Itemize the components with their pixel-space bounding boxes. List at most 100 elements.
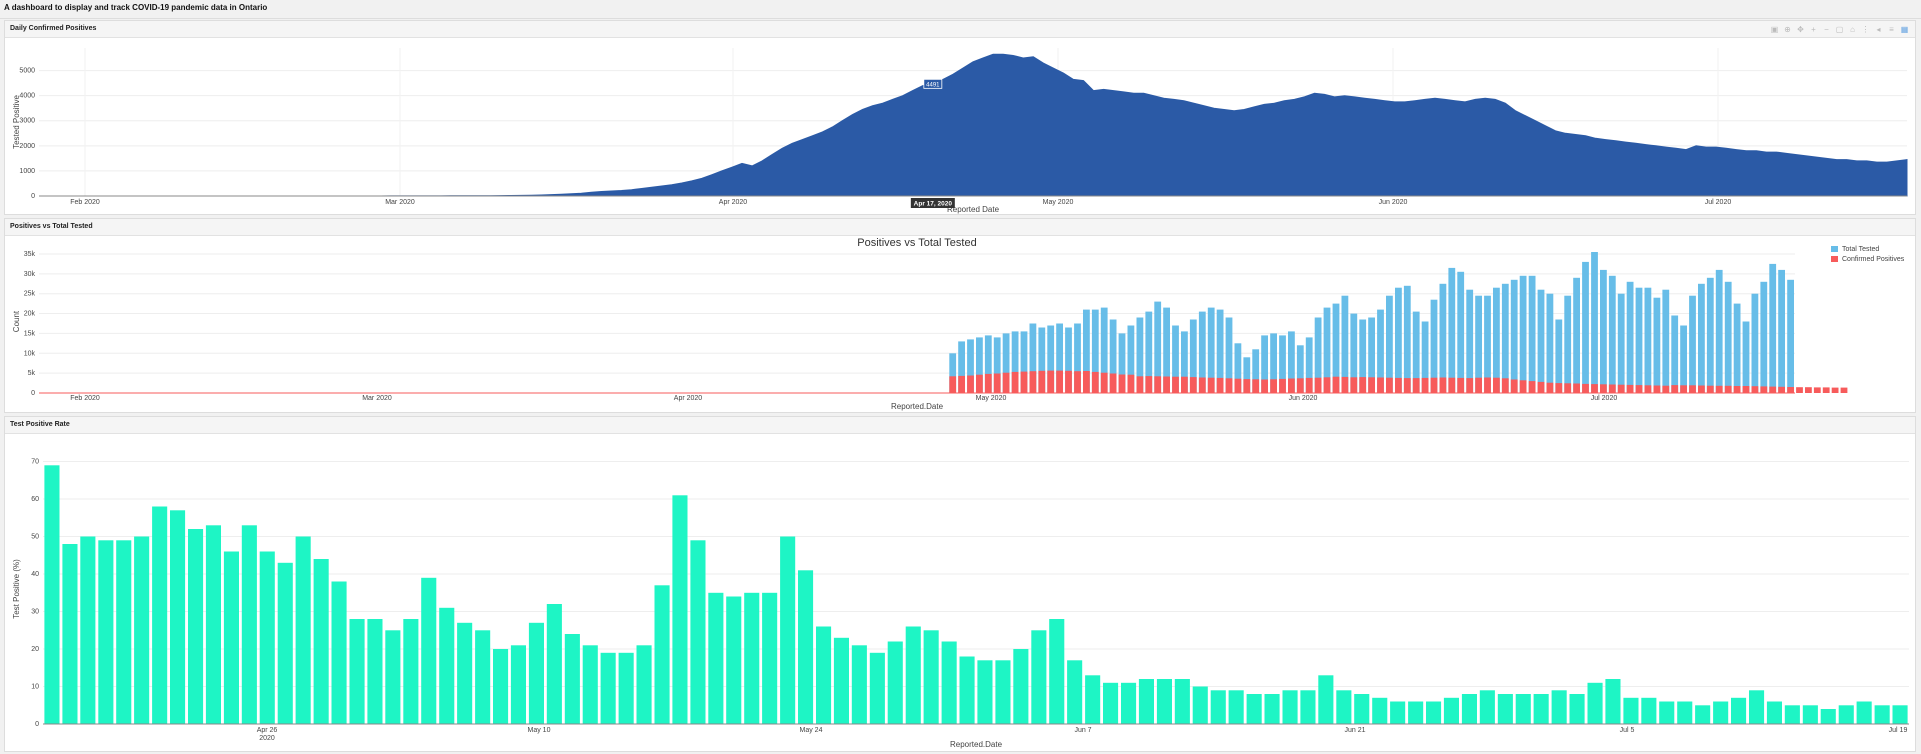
reset-icon[interactable]: ⌂	[1850, 25, 1855, 34]
legend-label: Total Tested	[1842, 246, 1879, 253]
bar-test-positive-rate	[851, 645, 867, 725]
bar-confirmed-positives	[1074, 371, 1081, 393]
bar-test-positive-rate	[510, 645, 526, 725]
y-tick-label: 0	[31, 193, 35, 200]
bar-test-positive-rate	[62, 544, 78, 724]
bar-total-tested	[1261, 335, 1268, 393]
bar-confirmed-positives	[976, 374, 983, 393]
bar-confirmed-positives	[1279, 378, 1286, 393]
bar-test-positive-rate	[977, 660, 993, 725]
test-positive-rate-chart[interactable]: 0 10 20 30 40 50 60 70 Apr 26 2020 May 10 May 24 Jun…	[5, 434, 1915, 751]
bar-confirmed-positives	[1608, 384, 1616, 393]
bar-total-tested	[1083, 309, 1090, 393]
bar-test-positive-rate	[1443, 697, 1459, 725]
x-tick-label: Mar 2020	[385, 199, 415, 206]
bar-total-tested	[1493, 287, 1500, 393]
bar-total-tested	[1181, 331, 1188, 393]
bar-test-positive-rate	[1354, 694, 1370, 724]
hover-closest-icon[interactable]: ◂	[1876, 25, 1881, 34]
bar-test-positive-rate	[1515, 694, 1531, 724]
bar-test-positive-rate	[1013, 649, 1029, 724]
bar-confirmed-positives	[1368, 377, 1375, 393]
bar-test-positive-rate	[349, 619, 365, 724]
hover-compare-icon[interactable]: ≡	[1889, 25, 1894, 34]
bar-total-tested	[1546, 293, 1554, 393]
bar-total-tested	[1626, 281, 1634, 393]
bar-test-positive-rate	[439, 607, 455, 725]
bar-confirmed-positives	[1029, 371, 1037, 393]
bar-confirmed-positives	[1635, 385, 1643, 393]
bar-total-tested	[1136, 317, 1144, 393]
bar-confirmed-positives	[1083, 371, 1090, 393]
bar-test-positive-rate	[259, 551, 275, 724]
bar-total-tested	[1118, 333, 1126, 393]
bar-confirmed-positives	[1421, 377, 1429, 393]
x-tick-label: Apr 2020	[674, 395, 703, 402]
bar-test-positive-rate	[1820, 709, 1836, 724]
bar-test-positive-rate	[1856, 701, 1872, 724]
bar-total-tested	[1484, 295, 1491, 393]
camera-icon[interactable]: ▣	[1770, 25, 1779, 34]
bar-confirmed-positives	[1778, 386, 1785, 393]
bar-test-positive-rate	[923, 630, 939, 725]
bar-total-tested	[1065, 327, 1072, 393]
bar-confirmed-positives	[1181, 376, 1188, 393]
bar-test-positive-rate	[134, 536, 150, 724]
bar-test-positive-rate	[546, 604, 562, 724]
x-axis-title: Reported Date	[947, 205, 1000, 214]
bar-test-positive-rate	[1605, 679, 1621, 724]
spike-icon[interactable]: ⋮	[1861, 25, 1870, 34]
y-tick-label: 70	[31, 459, 39, 466]
x-tick-label: May 10	[528, 727, 551, 734]
bar-confirmed-positives	[1573, 383, 1580, 393]
bar-test-positive-rate	[205, 525, 221, 725]
y-tick-label: 5k	[28, 370, 36, 377]
bar-total-tested	[1091, 309, 1099, 393]
y-tick-label: 30k	[24, 271, 36, 278]
pan-icon[interactable]: ✥	[1797, 25, 1804, 34]
autoscale-icon[interactable]: ▢	[1835, 25, 1844, 34]
bar-total-tested	[1501, 283, 1509, 393]
plotly-logo-icon[interactable]: ▦	[1900, 25, 1909, 34]
bar-confirmed-positives	[1546, 382, 1554, 393]
bar-confirmed-positives	[1377, 377, 1384, 393]
bar-test-positive-rate	[528, 622, 544, 725]
bar-test-positive-rate	[1892, 705, 1908, 725]
positives-vs-tested-chart[interactable]: 0 5k 10k 15k 20k 25k 30k 35k Positives vs Total …	[5, 236, 1915, 412]
x-tick-label: Jun 2020	[1379, 199, 1408, 206]
y-tick-label: 20	[31, 646, 39, 653]
bar-total-tested	[1056, 323, 1063, 393]
bar-confirmed-positives	[1047, 370, 1055, 393]
bar-test-positive-rate	[1121, 682, 1137, 725]
bar-test-positive-rate	[1461, 694, 1477, 724]
bar-test-positive-rate	[1659, 701, 1675, 724]
bar-confirmed-positives	[984, 373, 992, 393]
bar-total-tested	[1751, 293, 1759, 393]
zoom-out-icon[interactable]: −	[1824, 25, 1829, 34]
bar-total-tested	[1163, 307, 1170, 393]
bar-test-positive-rate	[1264, 694, 1280, 724]
bar-confirmed-positives	[967, 375, 974, 393]
bar-total-tested	[1279, 335, 1286, 393]
bar-total-tested	[1234, 343, 1242, 393]
zoom-icon[interactable]: ⊕	[1784, 25, 1791, 34]
bar-confirmed-positives	[1020, 371, 1028, 393]
bar-total-tested	[1644, 287, 1652, 393]
bar-test-positive-rate	[1103, 682, 1119, 725]
bar-test-positive-rate	[941, 641, 957, 724]
zoom-in-icon[interactable]: +	[1811, 25, 1816, 34]
bar-total-tested	[1100, 307, 1108, 393]
test-positive-rate-panel: Test Positive Rate 0 10 20 30 40 50 60 70 Apr 26…	[4, 416, 1916, 752]
bar-total-tested	[1439, 283, 1447, 393]
x-tick-label: Jun 2020	[1289, 395, 1318, 402]
bar-total-tested	[949, 353, 957, 393]
bar-confirmed-positives	[1582, 383, 1589, 393]
bar-confirmed-positives	[1626, 384, 1634, 393]
bar-confirmed-positives	[1493, 377, 1500, 393]
bar-test-positive-rate	[1587, 682, 1603, 725]
x-tick-label: Jul 2020	[1591, 395, 1618, 402]
bar-confirmed-positives	[1689, 385, 1696, 393]
daily-positives-chart[interactable]: 0 1000 2000 3000 4000 5000 Feb 2020 Mar 2020 Apr…	[5, 38, 1915, 214]
app-title: A dashboard to display and track COVID-1…	[0, 0, 1921, 19]
bar-total-tested	[1198, 311, 1206, 393]
